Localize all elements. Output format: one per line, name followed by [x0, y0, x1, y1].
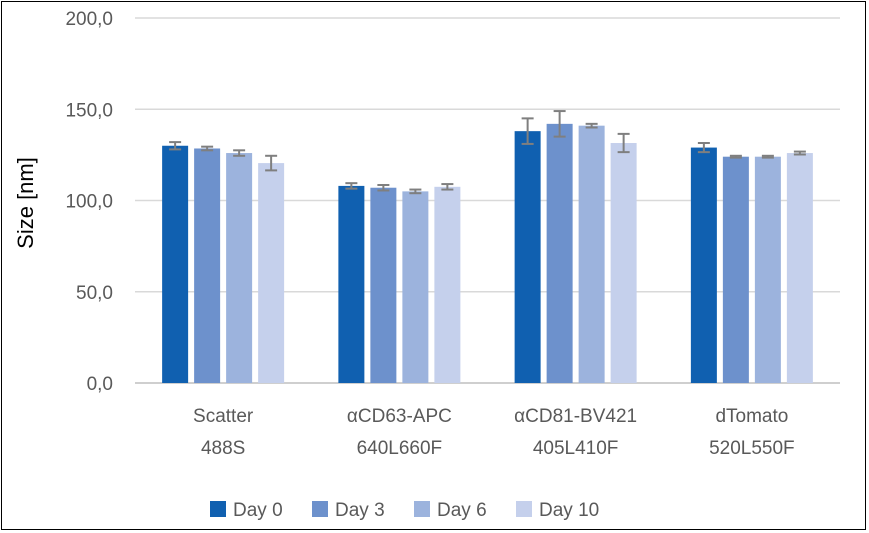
bar	[610, 143, 637, 383]
bar	[402, 191, 429, 383]
y-axis-ticks: 0,0 50,0 100,0 150,0 200,0	[65, 9, 113, 395]
bar	[690, 147, 717, 383]
y-tick-label: 150,0	[65, 100, 113, 121]
bar	[722, 156, 749, 383]
legend-label: Day 6	[437, 500, 487, 521]
bar	[226, 153, 253, 383]
legend-swatch	[312, 501, 328, 517]
x-category-label: αCD63-APC	[347, 406, 452, 427]
bar	[754, 156, 781, 383]
bars	[162, 123, 813, 384]
x-category-label: Scatter	[193, 406, 254, 427]
bar	[194, 148, 221, 383]
bar	[786, 153, 813, 383]
x-category-sublabel: 640L660F	[357, 438, 443, 459]
x-axis-categories: Scatter 488S αCD63-APC 640L660F αCD81-BV421 4…	[193, 406, 795, 459]
x-category-sublabel: 405L410F	[533, 438, 619, 459]
error-bars	[169, 110, 806, 195]
y-axis-title: Size [nm]	[13, 157, 38, 249]
x-category-label: dTomato	[715, 406, 788, 427]
legend-swatch	[516, 501, 532, 517]
legend-swatch	[210, 501, 226, 517]
legend-label: Day 10	[539, 500, 599, 521]
y-tick-label: 100,0	[65, 192, 113, 213]
gridlines	[135, 17, 840, 384]
y-tick-label: 200,0	[65, 9, 113, 30]
x-category-sublabel: 488S	[201, 438, 245, 459]
bar	[514, 131, 541, 383]
bar	[578, 125, 605, 384]
bar	[162, 145, 189, 383]
x-category-label: αCD81-BV421	[514, 406, 637, 427]
bar	[338, 185, 365, 383]
legend-label: Day 3	[335, 500, 385, 521]
bar	[434, 186, 461, 383]
y-tick-label: 0,0	[87, 374, 113, 395]
x-category-sublabel: 520L550F	[709, 438, 795, 459]
bar	[370, 187, 397, 383]
bar	[258, 163, 285, 383]
legend-swatch	[414, 501, 430, 517]
legend: Day 0 Day 3 Day 6 Day 10	[210, 500, 599, 521]
bar	[546, 123, 573, 383]
y-tick-label: 50,0	[76, 283, 113, 304]
legend-label: Day 0	[233, 500, 283, 521]
